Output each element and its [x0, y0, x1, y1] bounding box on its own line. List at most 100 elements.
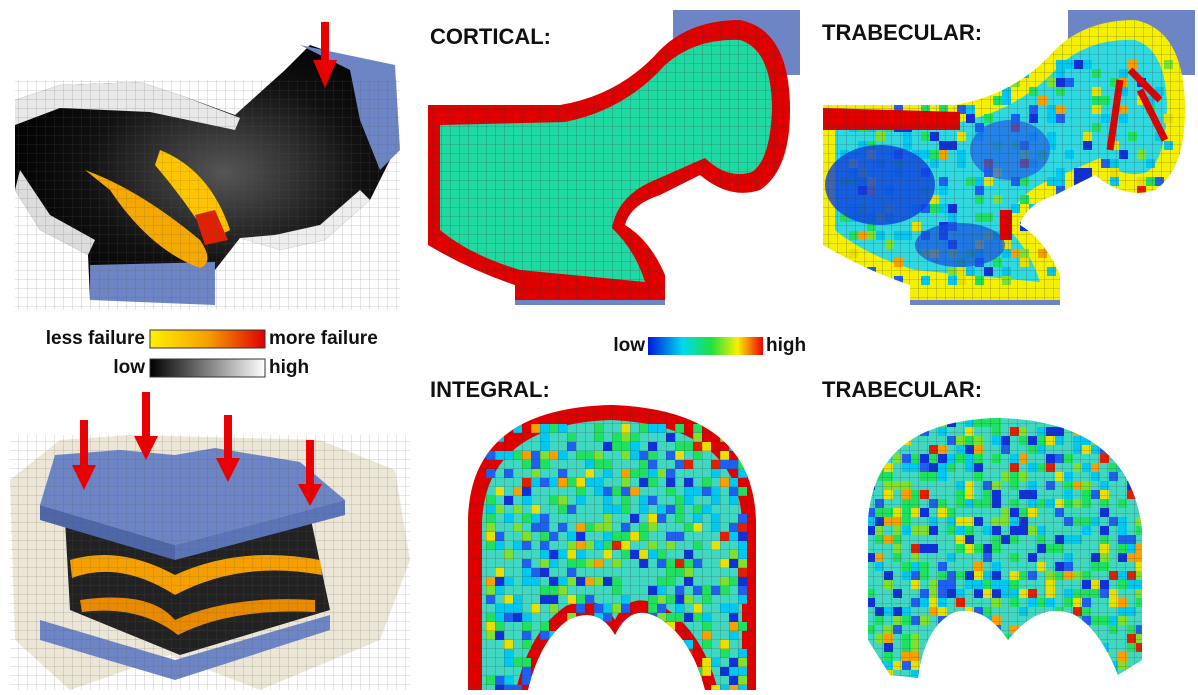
voxel — [1038, 231, 1047, 240]
voxel — [1145, 589, 1154, 598]
voxel — [1164, 258, 1173, 267]
voxel — [956, 679, 965, 688]
voxel — [1028, 643, 1037, 652]
voxel — [558, 640, 567, 649]
voxel — [594, 685, 603, 690]
voxel — [1110, 258, 1119, 267]
voxel — [1001, 643, 1010, 652]
voxel — [540, 667, 549, 676]
voxel — [938, 643, 947, 652]
voxel — [585, 676, 594, 685]
voxel — [1028, 661, 1037, 670]
voxel — [1100, 418, 1109, 427]
voxel — [675, 649, 684, 658]
voxel — [1128, 276, 1137, 285]
voxel — [1118, 445, 1127, 454]
voxel — [893, 427, 902, 436]
voxel — [1128, 231, 1137, 240]
voxel — [576, 676, 585, 685]
voxel — [1118, 454, 1127, 463]
voxel — [1145, 490, 1154, 499]
voxel — [911, 427, 920, 436]
voxel — [902, 418, 911, 427]
voxel — [1019, 634, 1028, 643]
voxel — [1145, 580, 1154, 589]
voxel — [974, 643, 983, 652]
voxel — [1037, 616, 1046, 625]
voxel — [1119, 249, 1128, 258]
voxel — [1146, 258, 1155, 267]
voxel — [911, 418, 920, 427]
voxel — [947, 616, 956, 625]
panel-title: TRABECULAR: — [822, 20, 982, 45]
voxel — [938, 679, 947, 688]
voxel — [675, 667, 684, 676]
voxel — [1145, 499, 1154, 508]
voxel — [1037, 661, 1046, 670]
voxel — [630, 649, 639, 658]
voxel — [1001, 679, 1010, 688]
voxel — [1145, 463, 1154, 472]
voxel — [567, 658, 576, 667]
voxel — [1137, 213, 1146, 222]
voxel — [947, 625, 956, 634]
voxel — [975, 87, 984, 96]
voxel — [1164, 240, 1173, 249]
voxel — [603, 631, 612, 640]
voxel — [893, 418, 902, 427]
trabecular-bottom-panel — [868, 418, 1154, 688]
voxel — [1092, 231, 1101, 240]
voxel — [1155, 204, 1164, 213]
voxel — [884, 445, 893, 454]
voxel — [1056, 222, 1065, 231]
voxel — [675, 685, 684, 690]
voxel — [1073, 634, 1082, 643]
voxel — [630, 658, 639, 667]
voxel — [1164, 195, 1173, 204]
voxel — [1145, 418, 1154, 427]
voxel — [630, 640, 639, 649]
voxel — [666, 631, 675, 640]
integral-panel — [468, 405, 756, 690]
voxel — [974, 661, 983, 670]
voxel — [867, 87, 876, 96]
voxel — [1037, 652, 1046, 661]
voxel — [875, 427, 884, 436]
voxel — [1109, 679, 1118, 688]
voxel — [666, 640, 675, 649]
voxel — [920, 670, 929, 678]
voxel — [630, 676, 639, 685]
voxel — [657, 685, 666, 690]
voxel — [1145, 634, 1154, 643]
legend-label: high — [269, 357, 309, 378]
voxel — [840, 69, 849, 78]
voxel — [1119, 240, 1128, 249]
voxel — [1055, 643, 1064, 652]
voxel — [1146, 213, 1155, 222]
voxel — [531, 676, 540, 685]
voxel — [974, 679, 983, 688]
voxel — [1082, 418, 1091, 427]
voxel — [929, 652, 938, 661]
voxel — [1128, 258, 1137, 267]
voxel — [1065, 231, 1074, 240]
voxel — [1073, 625, 1082, 634]
voxel — [974, 625, 983, 634]
voxel — [1028, 625, 1037, 634]
voxel — [666, 658, 675, 667]
voxel — [1055, 652, 1064, 661]
voxel — [956, 670, 965, 678]
voxel — [1101, 231, 1110, 240]
voxel — [868, 661, 875, 670]
voxel — [1091, 418, 1100, 427]
voxel — [1065, 267, 1074, 276]
voxel — [594, 622, 603, 631]
voxel — [1118, 427, 1127, 436]
voxel — [594, 631, 603, 640]
legend-label: low — [613, 335, 645, 356]
voxel — [1019, 643, 1028, 652]
voxel — [965, 634, 974, 643]
voxel — [621, 622, 630, 631]
voxel — [1127, 418, 1136, 427]
voxel — [992, 643, 1001, 652]
